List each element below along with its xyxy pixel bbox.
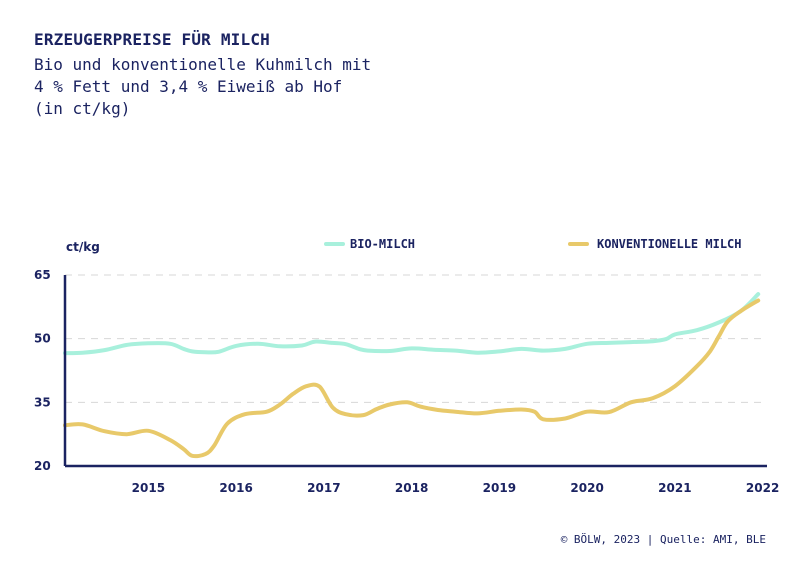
chart-title: ERZEUGERPREISE FÜR MILCH bbox=[34, 30, 270, 49]
y-axis-label: ct/kg bbox=[66, 240, 100, 254]
source-note: © BÖLW, 2023 | Quelle: AMI, BLE bbox=[560, 533, 766, 546]
x-tick-label: 2021 bbox=[658, 481, 691, 495]
x-tick-label: 2015 bbox=[132, 481, 165, 495]
x-tick-label: 2018 bbox=[395, 481, 428, 495]
x-tick-label: 2020 bbox=[570, 481, 603, 495]
y-tick-label: 35 bbox=[34, 395, 51, 409]
legend-label: BIO-MILCH bbox=[350, 237, 415, 251]
x-tick-label: 2022 bbox=[746, 481, 779, 495]
series-line-konventionell bbox=[63, 298, 761, 459]
y-tick-label: 65 bbox=[34, 268, 51, 282]
x-tick-label: 2016 bbox=[219, 481, 252, 495]
y-tick-label: 50 bbox=[34, 332, 51, 346]
y-tick-label: 20 bbox=[34, 459, 51, 473]
chart-subtitle: Bio und konventionelle Kuhmilch mit 4 % … bbox=[34, 55, 372, 118]
legend-label: KONVENTIONELLE MILCH bbox=[597, 237, 742, 251]
x-tick-label: 2017 bbox=[307, 481, 340, 495]
series-line-bio bbox=[63, 292, 761, 356]
x-tick-label: 2019 bbox=[483, 481, 516, 495]
